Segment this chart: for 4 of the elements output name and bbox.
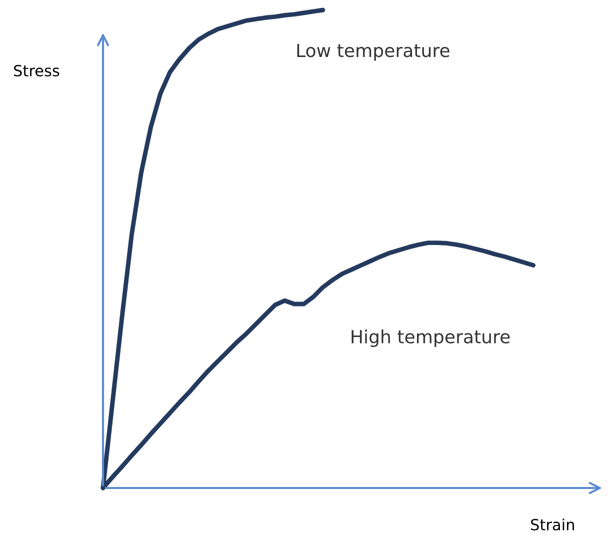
x-axis-title: Strain [531,518,574,530]
text: High temperature [352,330,510,347]
series-label: Low temperature [297,44,450,61]
y-axis-title: Stress [14,64,60,76]
